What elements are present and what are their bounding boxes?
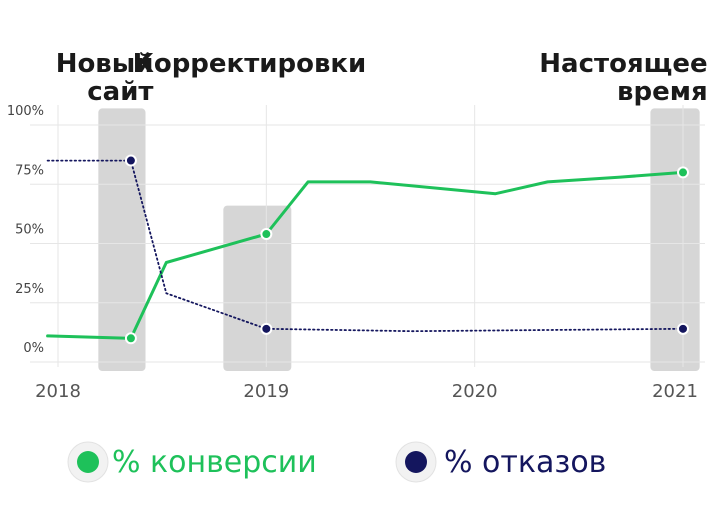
series-layer: [46, 154, 689, 345]
y-tick-label: 50%: [15, 223, 44, 238]
data-point: [677, 166, 689, 179]
data-point: [124, 154, 137, 167]
annotation-label: время: [617, 77, 708, 107]
legend-label: % отказов: [444, 445, 606, 480]
x-tick-label: 2021: [652, 381, 698, 402]
y-tick-label: 75%: [15, 163, 44, 178]
legend-marker: [405, 451, 427, 473]
legend: % конверсии % отказов: [67, 441, 606, 483]
annotation-label: Новый: [56, 49, 154, 79]
y-axis-ticks: 0% 25% 50% 75% 100%: [7, 104, 44, 356]
data-point: [260, 228, 273, 241]
annotation-label: сайт: [87, 77, 153, 107]
x-axis-ticks: 2018 2019 2020 2021: [35, 381, 698, 402]
legend-label: % конверсии: [112, 445, 317, 480]
series-line: [46, 159, 684, 333]
data-point: [124, 332, 137, 345]
x-tick-label: 2019: [243, 381, 289, 402]
data-point: [677, 322, 689, 335]
legend-marker: [77, 451, 99, 473]
data-point: [260, 322, 273, 335]
annotation-label: Корректировки: [133, 49, 367, 79]
y-tick-label: 25%: [15, 282, 44, 297]
x-tick-label: 2018: [35, 381, 81, 402]
series-line: [46, 170, 685, 340]
highlight-band: [223, 205, 292, 371]
y-tick-label: 100%: [7, 104, 44, 119]
highlight-band: [650, 108, 700, 371]
x-tick-label: 2020: [452, 381, 498, 402]
highlight-band: [98, 108, 146, 371]
annotation-label: Настоящее: [539, 49, 707, 79]
y-tick-label: 0%: [23, 341, 44, 356]
